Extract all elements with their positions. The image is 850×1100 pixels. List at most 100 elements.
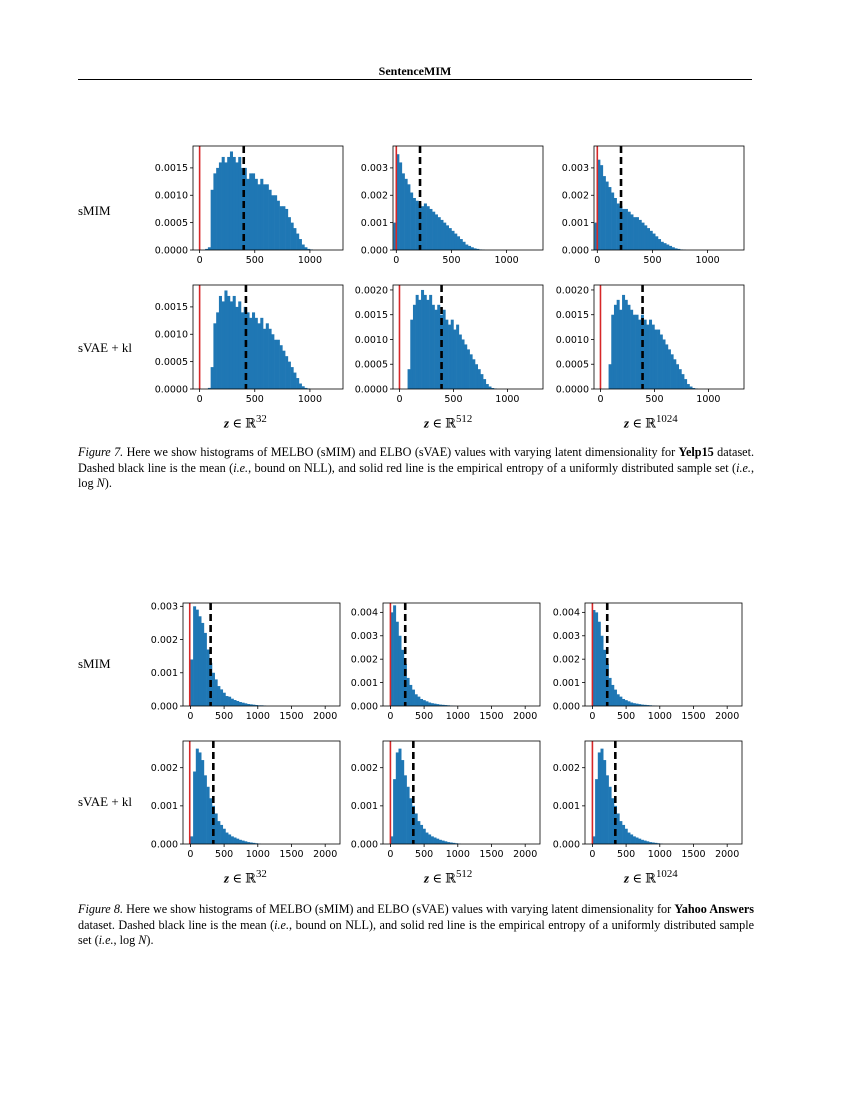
fig8-row-label-svae: sVAE + kl <box>78 794 133 809</box>
histogram-bar <box>630 702 634 706</box>
histogram-bar <box>201 760 205 844</box>
histogram-bar <box>414 813 418 844</box>
x-tick-label: 0 <box>197 394 203 405</box>
x-tick-label: 2000 <box>715 711 739 722</box>
histogram-bar <box>412 304 416 389</box>
histogram-bar <box>401 173 405 250</box>
histogram-bar <box>247 842 251 844</box>
histogram-bar <box>252 842 256 844</box>
histogram-bar <box>201 622 205 706</box>
histogram-bar <box>265 184 269 250</box>
histogram-bar <box>429 294 433 389</box>
histogram-bar <box>666 244 670 250</box>
histogram-bar <box>470 247 474 250</box>
histogram-bar <box>206 786 210 844</box>
histogram-bar <box>203 775 207 844</box>
histogram-bar <box>236 701 240 706</box>
histogram-bar <box>304 387 308 389</box>
histogram-bar <box>613 304 617 389</box>
histogram-bar <box>274 195 278 250</box>
x-tick-label: 1500 <box>681 711 705 722</box>
histogram-bar <box>635 217 639 250</box>
y-tick-label: 0.002 <box>361 191 388 202</box>
histogram-bar <box>449 842 453 844</box>
histogram-bar <box>632 314 636 389</box>
y-tick-label: 0.003 <box>553 631 580 642</box>
histogram-bar <box>491 388 495 389</box>
x-tick-label: 1000 <box>495 255 519 266</box>
histogram-bar <box>616 299 620 389</box>
histogram-bar <box>461 339 465 389</box>
histogram-bar <box>630 309 634 389</box>
histogram-bar <box>287 217 291 250</box>
histogram-bar <box>301 244 305 250</box>
chart-fig8-svae-1024: 0 500 1000 1500 2000 0.000 0.001 0.002 <box>553 740 743 860</box>
chart-fig7-svae-32: 0 500 1000 0.0000 0.0005 0.0010 0.0015 <box>155 284 344 405</box>
histogram-bar <box>252 704 256 706</box>
histogram-bar <box>622 824 626 844</box>
histogram-bar <box>654 329 658 389</box>
histogram-bar <box>632 836 636 844</box>
histogram-bar <box>654 842 658 844</box>
histogram-bar <box>594 222 598 250</box>
plot-frame <box>593 145 745 251</box>
histogram-bar <box>285 356 289 389</box>
histogram-bar <box>649 319 653 389</box>
histogram-bar <box>450 319 454 389</box>
x-tick-label: 500 <box>246 394 264 405</box>
histogram-bar <box>411 689 415 706</box>
histogram-bar <box>468 245 472 250</box>
histogram-bar <box>453 329 457 389</box>
histogram-bar <box>240 167 245 250</box>
histogram-bar <box>406 677 410 706</box>
histogram-bar <box>265 323 269 389</box>
histogram-bar <box>659 334 663 389</box>
plot-frame <box>382 602 541 707</box>
histogram-bar <box>459 239 463 250</box>
histogram-bar <box>485 384 489 389</box>
histogram-bar <box>268 189 272 250</box>
histogram-bar <box>456 324 460 389</box>
histogram-bar <box>622 208 626 250</box>
histogram-bar <box>241 840 245 844</box>
y-tick-label: 0.000 <box>553 839 580 850</box>
histogram-bar <box>218 295 222 389</box>
x-tick-label: 1500 <box>681 849 705 860</box>
histogram-bar <box>597 752 601 844</box>
histogram-bar <box>247 704 251 706</box>
histogram-bar <box>443 222 447 250</box>
x-tick-label: 2000 <box>313 849 337 860</box>
histogram-bar <box>233 837 237 844</box>
plot-frame <box>584 602 743 707</box>
histogram-bar <box>403 775 407 844</box>
histogram-bar <box>430 703 434 706</box>
fig8-caption: Figure 8. Here we show histograms of MEL… <box>78 902 755 947</box>
histogram-bar <box>238 156 242 250</box>
histogram-bar <box>415 294 419 389</box>
histogram-bar <box>260 317 264 389</box>
x-tick-label: 1000 <box>648 849 672 860</box>
histogram-bar <box>268 328 272 389</box>
histogram-bar <box>665 344 669 389</box>
histogram-bar <box>274 339 278 389</box>
histogram-bar <box>473 248 477 250</box>
histogram-bar <box>271 195 275 250</box>
y-tick-label: 0.004 <box>553 608 580 619</box>
chart-fig7-svae-512: 0 500 1000 0.0000 0.0005 0.0010 0.0015 0.0020 <box>355 284 544 405</box>
x-tick-label: 1000 <box>696 394 720 405</box>
histogram-bar <box>611 684 615 706</box>
histogram-bar <box>423 294 427 389</box>
histogram-bar <box>240 312 245 389</box>
histogram-bar <box>630 834 634 844</box>
histogram-bar <box>193 606 197 706</box>
histogram-bar <box>619 696 623 706</box>
x-tick-label: 1000 <box>246 849 270 860</box>
histogram-bar <box>433 837 437 844</box>
histogram-bar <box>246 312 250 389</box>
histogram-bar <box>393 779 397 844</box>
histogram-bar <box>216 312 220 389</box>
histogram-bar <box>282 206 286 250</box>
fig8-row-label-smim: sMIM <box>78 656 111 671</box>
x-tick-label: 1000 <box>648 711 672 722</box>
histogram-bar <box>198 616 202 706</box>
